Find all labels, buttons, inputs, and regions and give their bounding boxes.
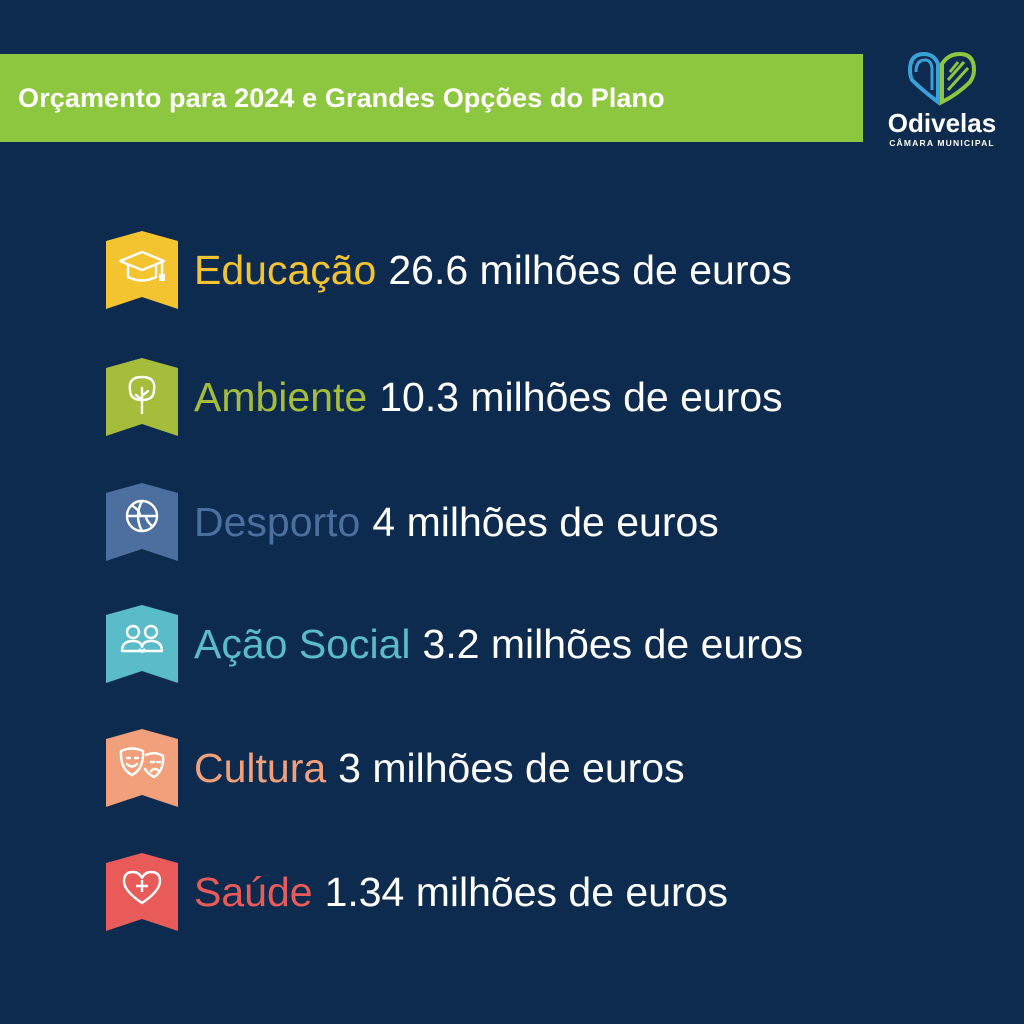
heart-cross-icon [106,853,178,931]
category-label: Ação Social [194,620,411,667]
category-label: Desporto [194,498,361,545]
budget-item-acao-social: Ação Social 3.2 milhões de euros [106,604,1006,684]
theater-masks-icon [106,729,178,807]
category-label: Cultura [194,744,327,791]
tree-icon [106,358,178,436]
logo-name: Odivelas [887,108,997,138]
odivelas-logo: Odivelas CÂMARA MUNICIPAL [872,50,1012,160]
amount-label: 1.34 milhões de euros [324,868,728,915]
budget-item-saude: Saúde 1.34 milhões de euros [106,852,1006,932]
budget-item-educacao: Educação 26.6 milhões de euros [106,230,1006,310]
amount-label: 3 milhões de euros [338,744,685,791]
people-icon [106,605,178,683]
category-label: Educação [194,246,377,293]
odivelas-heart-icon [907,51,977,106]
title-banner: Orçamento para 2024 e Grandes Opções do … [0,54,863,142]
budget-item-desporto: Desporto 4 milhões de euros [106,482,1006,562]
amount-label: 10.3 milhões de euros [379,373,783,420]
graduation-cap-icon [106,231,178,309]
budget-item-cultura: Cultura 3 milhões de euros [106,728,1006,808]
page-title: Orçamento para 2024 e Grandes Opções do … [18,82,665,113]
category-label: Saúde [194,868,313,915]
amount-label: 3.2 milhões de euros [422,620,804,667]
amount-label: 4 milhões de euros [372,498,719,545]
category-label: Ambiente [194,373,368,420]
logo-subtitle: CÂMARA MUNICIPAL [889,138,995,148]
budget-item-ambiente: Ambiente 10.3 milhões de euros [106,357,1006,437]
basketball-icon [106,483,178,561]
amount-label: 26.6 milhões de euros [388,246,792,293]
